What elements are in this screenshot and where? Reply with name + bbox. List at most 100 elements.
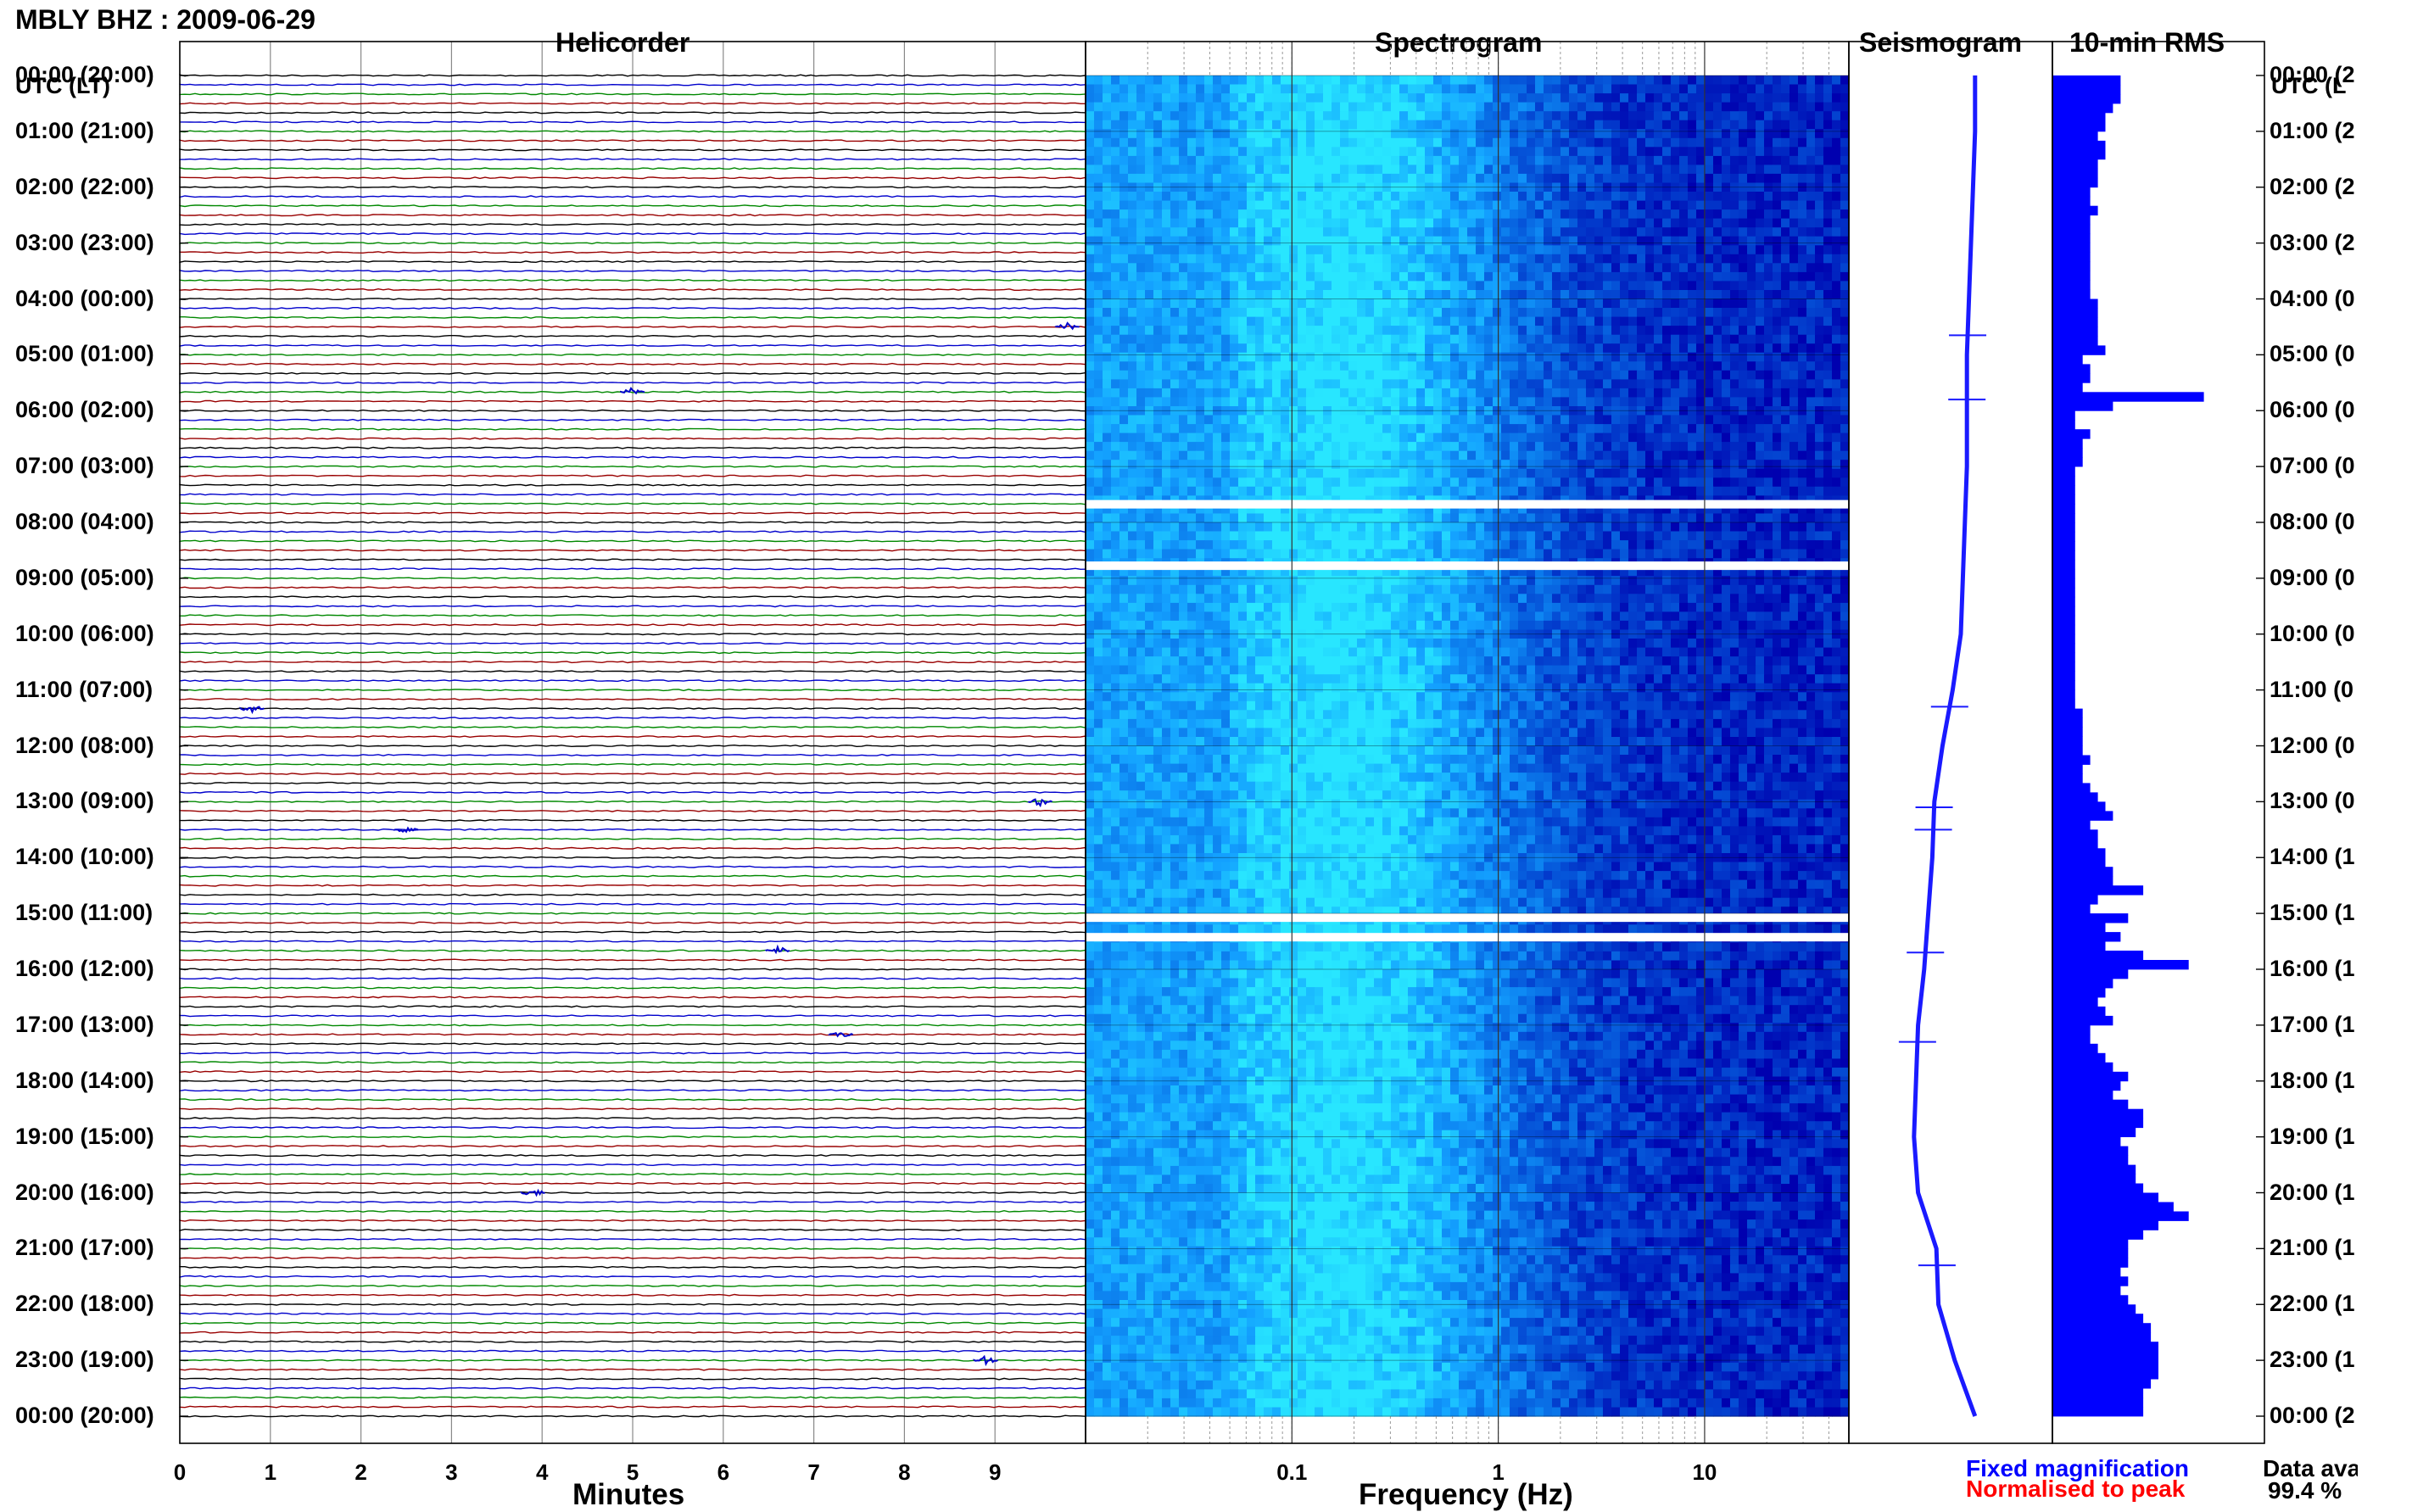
spectrogram-cell	[1179, 397, 1188, 406]
spectrogram-cell	[1204, 209, 1214, 219]
spectrogram-cell	[1255, 388, 1265, 398]
spectrogram-cell	[1773, 227, 1782, 237]
spectrogram-cell	[1806, 201, 1816, 210]
spectrogram-cell	[1247, 272, 1256, 282]
spectrogram-cell	[1391, 353, 1400, 362]
spectrogram-cell	[1162, 111, 1171, 120]
spectrogram-cell	[1086, 379, 1095, 388]
spectrogram-cell	[1111, 317, 1120, 326]
spectrogram-cell	[1611, 147, 1621, 156]
spectrogram-cell	[1688, 254, 1697, 264]
spectrogram-cell	[1620, 379, 1629, 388]
spectrogram-cell	[1476, 281, 1485, 290]
spectrogram-cell	[1544, 451, 1553, 460]
spectrogram-cell	[1806, 93, 1816, 103]
spectrogram-cell	[1162, 156, 1171, 165]
spectrogram-cell	[1764, 237, 1773, 246]
spectrogram-cell	[1238, 75, 1248, 85]
spectrogram-cell	[1696, 343, 1706, 353]
spectrogram-cell	[1289, 397, 1298, 406]
spectrogram-cell	[1611, 103, 1621, 112]
spectrogram-cell	[1544, 85, 1553, 94]
spectrogram-cell	[1654, 129, 1663, 138]
spectrogram-cell	[1527, 424, 1536, 433]
spectrogram-cell	[1654, 227, 1663, 237]
spectrogram-cell	[1187, 388, 1197, 398]
spectrogram-cell	[1425, 237, 1434, 246]
spectrogram-cell	[1315, 353, 1324, 362]
spectrogram-cell	[1671, 281, 1680, 290]
spectrogram-cell	[1348, 75, 1358, 85]
spectrogram-cell	[1416, 75, 1426, 85]
spectrogram-cell	[1501, 335, 1510, 344]
spectrogram-cell	[1306, 75, 1315, 85]
spectrogram-cell	[1196, 93, 1205, 103]
spectrogram-cell	[1544, 308, 1553, 317]
spectrogram-cell	[1289, 371, 1298, 380]
spectrogram-cell	[1094, 397, 1103, 406]
spectrogram-cell	[1450, 201, 1460, 210]
spectrogram-cell	[1374, 120, 1383, 130]
spectrogram-cell	[1569, 353, 1578, 362]
spectrogram-cell	[1281, 317, 1290, 326]
spectrogram-cell	[1756, 379, 1765, 388]
spectrogram-cell	[1688, 174, 1697, 183]
spectrogram-cell	[1501, 227, 1510, 237]
spectrogram-cell	[1119, 209, 1129, 219]
spectrogram-cell	[1323, 299, 1332, 309]
spectrogram-cell	[1111, 361, 1120, 371]
spectrogram-cell	[1340, 514, 1349, 523]
spectrogram-cell	[1459, 129, 1468, 138]
spectrogram-cell	[1789, 469, 1799, 478]
spectrogram-cell	[1544, 379, 1553, 388]
spectrogram-cell	[1654, 103, 1663, 112]
spectrogram-cell	[1654, 263, 1663, 272]
spectrogram-cell	[1086, 514, 1095, 523]
spectrogram-cell	[1111, 120, 1120, 130]
spectrogram-cell	[1315, 129, 1324, 138]
spectrogram-cell	[1408, 442, 1417, 451]
spectrogram-cell	[1510, 75, 1519, 85]
spectrogram-cell	[1332, 308, 1341, 317]
spectrogram-cell	[1196, 379, 1205, 388]
spectrogram-cell	[1365, 219, 1375, 228]
spectrogram-cell	[1264, 522, 1273, 532]
spectrogram-cell	[1586, 281, 1595, 290]
spectrogram-cell	[1272, 308, 1281, 317]
spectrogram-cell	[1586, 326, 1595, 335]
spectrogram-cell	[1357, 343, 1366, 353]
spectrogram-cell	[1306, 317, 1315, 326]
spectrogram-cell	[1374, 138, 1383, 148]
spectrogram-cell	[1747, 514, 1756, 523]
spectrogram-cell	[1815, 174, 1824, 183]
spectrogram-cell	[1840, 451, 1850, 460]
spectrogram-cell	[1476, 397, 1485, 406]
spectrogram-cell	[1281, 487, 1290, 496]
spectrogram-cell	[1501, 290, 1510, 299]
spectrogram-cell	[1510, 371, 1519, 380]
spectrogram-cell	[1645, 290, 1655, 299]
spectrogram-cell	[1823, 85, 1833, 94]
spectrogram-cell	[1086, 201, 1095, 210]
spectrogram-cell	[1789, 451, 1799, 460]
spectrogram-cell	[1679, 138, 1689, 148]
spectrogram-cell	[1544, 290, 1553, 299]
spectrogram-cell	[1713, 460, 1722, 469]
spectrogram-cell	[1577, 361, 1587, 371]
spectrogram-cell	[1713, 281, 1722, 290]
spectrogram-cell	[1815, 263, 1824, 272]
spectrogram-cell	[1552, 469, 1561, 478]
spectrogram-cell	[1552, 290, 1561, 299]
spectrogram-cell	[1544, 540, 1553, 550]
spectrogram-cell	[1459, 361, 1468, 371]
spectrogram-cell	[1637, 343, 1646, 353]
spectrogram-cell	[1569, 156, 1578, 165]
spectrogram-cell	[1586, 343, 1595, 353]
spectrogram-cell	[1382, 227, 1392, 237]
spectrogram-cell	[1196, 111, 1205, 120]
spectrogram-cell	[1170, 227, 1180, 237]
spectrogram-cell	[1789, 111, 1799, 120]
spectrogram-cell	[1230, 281, 1239, 290]
spectrogram-cell	[1544, 469, 1553, 478]
spectrogram-cell	[1493, 442, 1502, 451]
